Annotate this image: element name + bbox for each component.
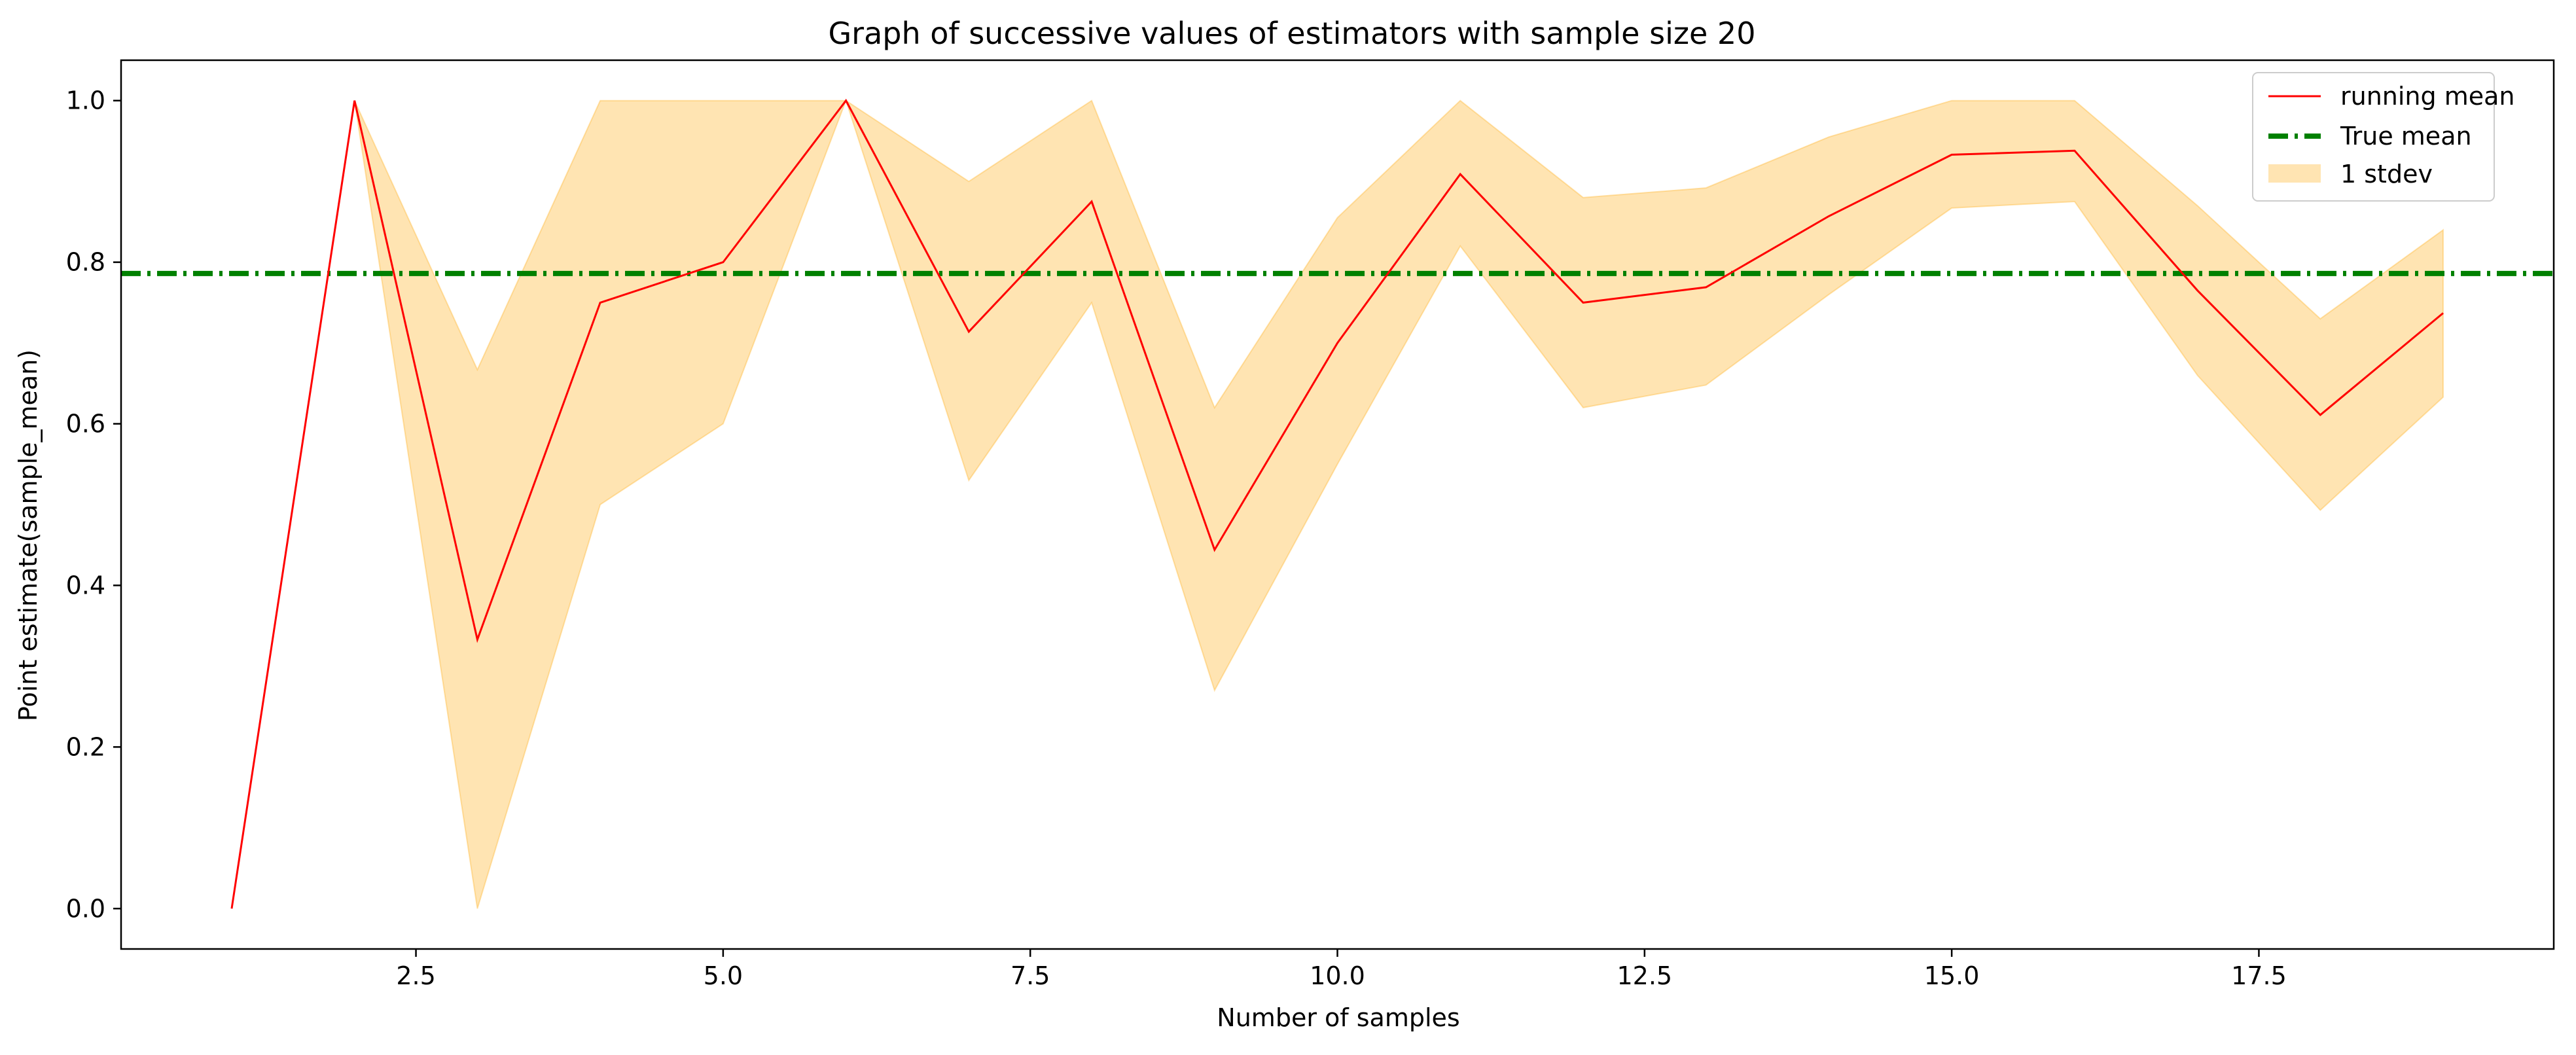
axes: 2.5 5.0 7.5 10.0 12.5 15.0 17.5 0.0 0.2 0.4 0.6 0.8… <box>66 59 2555 990</box>
x-tick-label: 2.5 <box>396 961 435 990</box>
legend-label-stdev: 1 stdev <box>2340 160 2433 188</box>
y-tick-label: 0.0 <box>66 894 105 923</box>
y-axis-label: Point estimate(sample_mean) <box>14 349 43 721</box>
x-tick-label: 5.0 <box>704 961 743 990</box>
x-tick-label: 10.0 <box>1310 961 1365 990</box>
running-mean-line <box>230 98 2444 909</box>
x-axis-label: Number of samples <box>1217 1003 1459 1032</box>
legend: running mean True mean 1 stdev <box>2252 72 2514 202</box>
x-tick-label: 12.5 <box>1617 961 1673 990</box>
plot-area <box>121 98 2554 909</box>
x-tick-label: 15.0 <box>1924 961 1980 990</box>
y-tick-label: 1.0 <box>66 86 105 115</box>
x-tick-label: 17.5 <box>2231 961 2287 990</box>
legend-swatch-stdev <box>2268 164 2321 183</box>
y-tick-label: 0.8 <box>66 248 105 277</box>
x-tick-label: 7.5 <box>1011 961 1050 990</box>
y-tick-label: 0.6 <box>66 410 105 438</box>
legend-label-running-mean: running mean <box>2340 82 2514 111</box>
y-tick-label: 0.4 <box>66 571 105 599</box>
chart-title: Graph of successive values of estimators… <box>829 16 1756 51</box>
legend-label-true-mean: True mean <box>2340 122 2472 151</box>
y-tick-label: 0.2 <box>66 732 105 761</box>
legend-frame <box>2252 72 2495 202</box>
